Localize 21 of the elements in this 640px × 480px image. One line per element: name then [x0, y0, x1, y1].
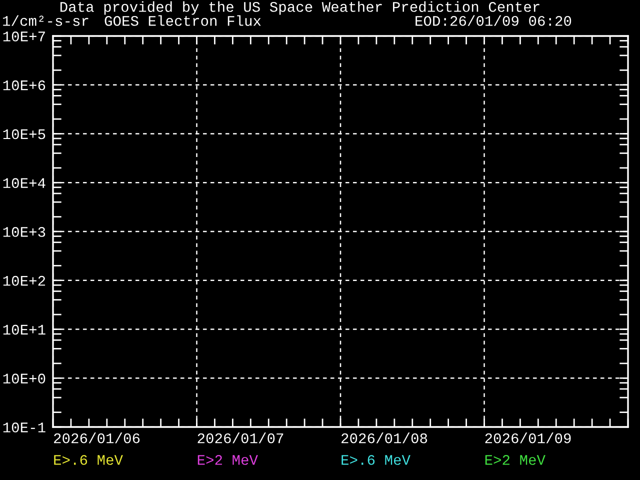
y-tick-label: 10E+4 [3, 178, 46, 188]
y-axis-title: 1/cm²-s-sr [3, 15, 88, 26]
y-tick-label: 10E+7 [3, 32, 45, 42]
y-tick-label: 10E-1 [3, 422, 46, 432]
text: Data provided by the US Space Weather Prediction Center [60, 1, 540, 15]
text: EOD:26/01/09 06:20 [416, 15, 572, 26]
x-tick-label: 2026/01/09 [485, 432, 571, 444]
chart-title: GOES Electron Flux [104, 15, 261, 26]
y-tick-label: 10E+0 [3, 374, 46, 384]
x-tick-label: 2026/01/08 [342, 432, 428, 444]
y-tick-label: 10E+3 [3, 227, 46, 237]
legend-label: E>2 MeV [485, 455, 546, 465]
y-tick-label: 10E+1 [3, 324, 46, 335]
y-tick-label: 10E+5 [3, 129, 46, 140]
legend-label: E>2 MeV [198, 455, 258, 465]
x-tick-label: 2026/01/07 [198, 432, 284, 444]
y-tick-label: 10E+6 [3, 80, 46, 90]
y-tick-label: 10E+2 [3, 276, 46, 286]
legend-label: E>.6 MeV [342, 455, 410, 465]
legend-label: E>.6 MeV [54, 455, 123, 465]
x-tick-label: 2026/01/06 [54, 432, 140, 444]
